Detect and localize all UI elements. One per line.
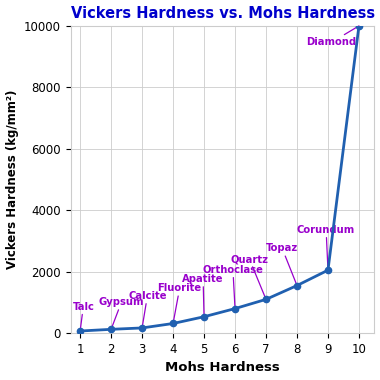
Text: Orthoclase: Orthoclase: [203, 265, 263, 309]
Text: Apatite: Apatite: [182, 274, 224, 317]
Y-axis label: Vickers Hardness (kg/mm²): Vickers Hardness (kg/mm²): [6, 90, 19, 269]
Text: Quartz: Quartz: [230, 254, 268, 299]
Title: Vickers Hardness vs. Mohs Hardness: Vickers Hardness vs. Mohs Hardness: [71, 6, 375, 21]
X-axis label: Mohs Hardness: Mohs Hardness: [165, 361, 280, 374]
Text: Corundum: Corundum: [297, 225, 355, 270]
Text: Fluorite: Fluorite: [158, 283, 202, 323]
Text: Diamond: Diamond: [306, 26, 359, 48]
Text: Talc: Talc: [72, 302, 94, 331]
Text: Topaz: Topaz: [266, 243, 298, 285]
Text: Gypsum: Gypsum: [99, 297, 144, 329]
Text: Calcite: Calcite: [128, 291, 167, 328]
